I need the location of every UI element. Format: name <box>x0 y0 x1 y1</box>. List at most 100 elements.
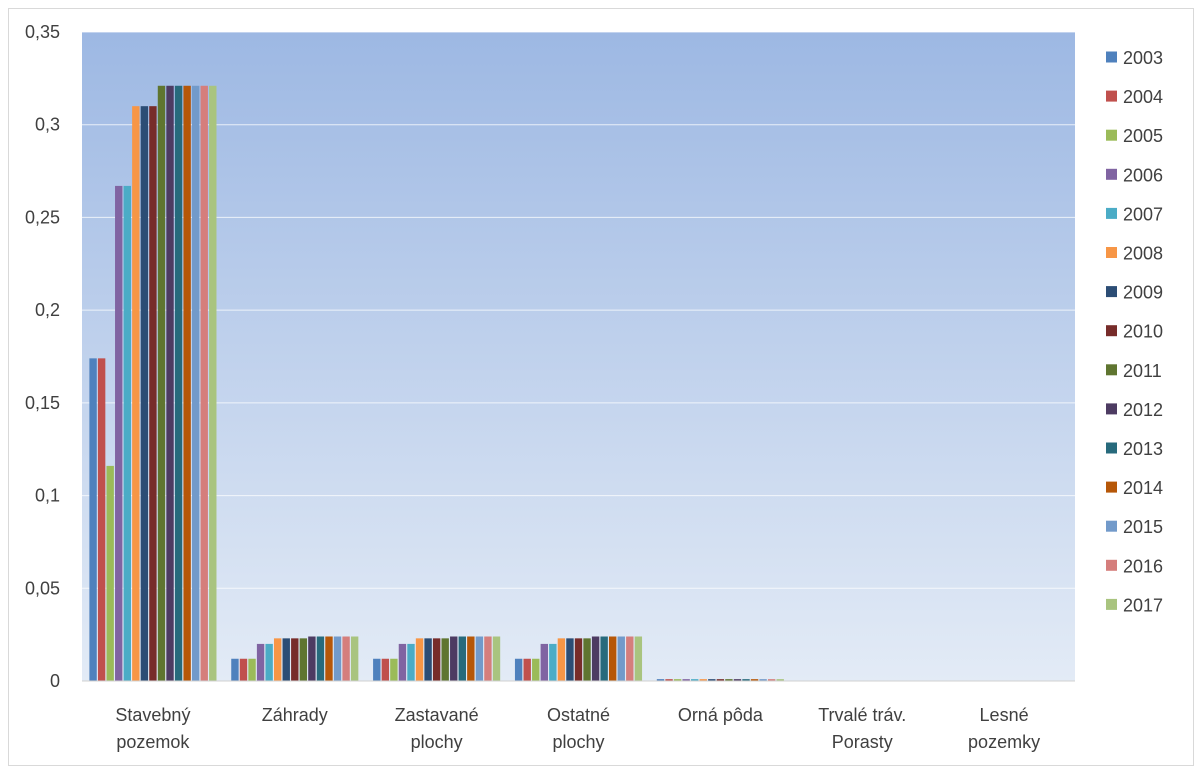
bar-2013 <box>458 636 466 681</box>
y-tick-label: 0,15 <box>25 393 60 413</box>
legend-item: 2017 <box>1106 595 1163 615</box>
bar-2015 <box>333 636 342 681</box>
bar-2011 <box>441 638 449 681</box>
bar-2003 <box>373 658 381 681</box>
bars <box>89 85 784 682</box>
legend-item: 2010 <box>1106 322 1163 342</box>
category-label: Stavebný pozemok <box>115 705 190 752</box>
legend: 2003 2004 2005 2006 2007 2008 2009 2010 2011 2012… <box>1106 48 1163 615</box>
category-label: Ostatné plochy <box>547 705 610 752</box>
bar-2010 <box>149 106 157 682</box>
category-label-line: Zastavané <box>395 705 479 725</box>
bar-2010 <box>432 638 441 681</box>
legend-swatch <box>1106 364 1117 376</box>
legend-swatch <box>1106 442 1117 454</box>
bar-2013 <box>174 85 183 681</box>
legend-item: 2013 <box>1106 439 1163 459</box>
bar-2010 <box>716 679 725 681</box>
legend-swatch <box>1106 559 1117 571</box>
bar-2003 <box>514 658 523 681</box>
legend-swatch <box>1106 520 1117 532</box>
gridlines <box>82 31 1075 589</box>
category-label-line: Ostatné <box>547 705 610 725</box>
legend-label: 2007 <box>1123 204 1163 224</box>
bar-2007 <box>407 643 415 681</box>
bar-2008 <box>273 638 282 681</box>
bar-2016 <box>767 679 776 681</box>
legend-label: 2014 <box>1123 478 1163 498</box>
bar-2015 <box>475 636 484 681</box>
bar-2005 <box>390 658 398 681</box>
bar-2003 <box>656 679 665 681</box>
legend-label: 2006 <box>1123 165 1163 185</box>
category-label-line: Záhrady <box>262 705 328 725</box>
bar-2007 <box>265 643 273 681</box>
bar-2009 <box>424 638 432 681</box>
bar-2016 <box>626 636 634 681</box>
bar-2007 <box>123 185 131 681</box>
bar-2014 <box>609 636 617 681</box>
legend-swatch <box>1106 481 1117 493</box>
bar-2012 <box>591 636 600 681</box>
category-label-line: Stavebný <box>115 705 190 725</box>
legend-item: 2012 <box>1106 400 1163 420</box>
y-tick-label: 0,05 <box>25 578 60 598</box>
bar-2014 <box>325 636 333 681</box>
legend-swatch <box>1106 90 1117 102</box>
legend-swatch <box>1106 247 1117 258</box>
legend-label: 2010 <box>1123 322 1163 342</box>
bar-2017 <box>350 636 359 681</box>
bar-2004 <box>97 358 106 681</box>
plot-area <box>82 32 1075 681</box>
y-axis-ticks: 0 0,05 0,1 0,15 0,2 0,25 0,3 0,35 <box>25 22 60 691</box>
bar-2012 <box>450 636 458 681</box>
bar-2016 <box>484 636 492 681</box>
bar-2005 <box>532 658 540 681</box>
bar-2008 <box>557 638 566 681</box>
legend-swatch <box>1106 286 1117 298</box>
bar-2009 <box>282 638 290 681</box>
legend-swatch <box>1106 168 1117 180</box>
bar-2005 <box>106 465 114 681</box>
legend-label: 2016 <box>1123 556 1163 576</box>
bar-2017 <box>776 679 784 681</box>
y-tick-label: 0,3 <box>35 115 60 135</box>
legend-item: 2004 <box>1106 87 1163 107</box>
bar-2012 <box>308 636 316 681</box>
bar-2010 <box>574 638 583 681</box>
bar-2006 <box>682 679 690 681</box>
legend-item: 2015 <box>1106 517 1163 537</box>
bar-2009 <box>708 679 716 681</box>
bar-2005 <box>248 658 256 681</box>
category-label: Orná pôda <box>678 705 764 725</box>
bar-2005 <box>673 679 682 681</box>
y-tick-label: 0,35 <box>25 22 60 42</box>
legend-label: 2008 <box>1123 244 1163 264</box>
bar-2006 <box>256 643 265 681</box>
legend-item: 2007 <box>1106 204 1163 224</box>
bar-2017 <box>209 85 217 681</box>
bar-2011 <box>583 638 591 681</box>
bar-2004 <box>381 658 390 681</box>
legend-label: 2011 <box>1123 361 1162 381</box>
bar-2006 <box>540 643 548 681</box>
bar-2016 <box>342 636 350 681</box>
legend-item: 2008 <box>1106 244 1163 264</box>
bar-2013 <box>600 636 608 681</box>
category-label-line: Trvalé tráv. <box>818 705 906 725</box>
category-label-line: Lesné <box>980 705 1029 725</box>
legend-item: 2016 <box>1106 556 1163 576</box>
bar-2014 <box>750 679 759 681</box>
bar-2017 <box>492 636 501 681</box>
bar-2013 <box>742 679 750 681</box>
bar-2003 <box>89 358 97 681</box>
bar-2015 <box>759 679 767 681</box>
legend-label: 2013 <box>1123 439 1163 459</box>
bar-2003 <box>231 658 239 681</box>
category-label-line: plochy <box>552 732 604 752</box>
legend-swatch <box>1106 598 1117 610</box>
legend-item: 2009 <box>1106 283 1163 303</box>
bar-2015 <box>617 636 625 681</box>
y-tick-label: 0,1 <box>35 486 60 506</box>
